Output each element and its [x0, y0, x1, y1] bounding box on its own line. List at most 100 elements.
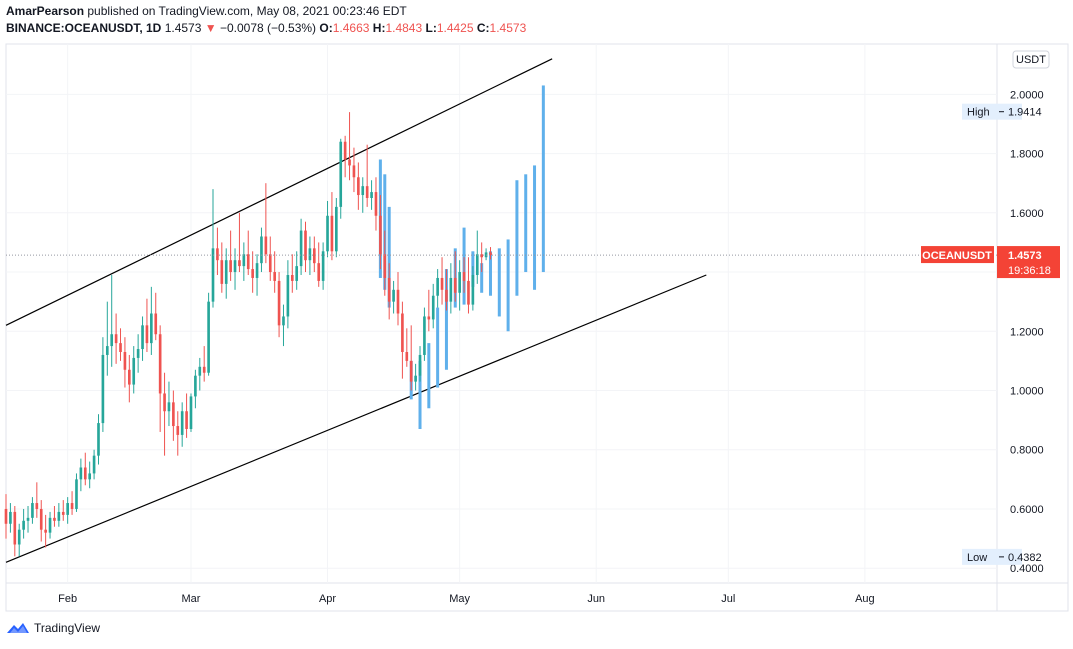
candle-body	[105, 346, 109, 355]
candle-body	[136, 349, 140, 358]
candle-body	[401, 313, 404, 352]
candle-body	[317, 263, 321, 281]
projection-bar	[488, 251, 492, 296]
candle-body	[268, 254, 272, 273]
candle	[484, 248, 488, 261]
candle-body	[172, 402, 175, 427]
candle-body	[75, 479, 78, 509]
candle-body	[383, 254, 387, 278]
published-info: published on TradingView.com, May 08, 20…	[84, 4, 407, 18]
price-change: −0.0078 (−0.53%)	[219, 21, 317, 35]
chart-header: AmarPearson published on TradingView.com…	[6, 3, 526, 37]
candle	[414, 363, 417, 391]
last-price-tag-bg	[997, 246, 1060, 279]
candle-body	[405, 352, 409, 361]
upper-channel-line[interactable]	[5, 58, 553, 326]
candle-body	[348, 159, 351, 166]
projection-bar	[515, 180, 519, 296]
candle-body	[312, 248, 316, 264]
chart-frame	[5, 43, 1069, 612]
price-axis[interactable]: 2.00001.80001.60001.40001.20001.00000.80…	[1010, 50, 1050, 575]
currency-label[interactable]: USDT	[1016, 54, 1046, 66]
candle	[22, 508, 25, 539]
candle-body	[17, 529, 21, 545]
candle	[260, 227, 263, 273]
candle	[105, 301, 109, 376]
candle-body	[114, 334, 118, 344]
candle-body	[409, 360, 413, 382]
candle-body	[194, 375, 197, 397]
author-name[interactable]: AmarPearson	[6, 4, 85, 18]
candle-body	[22, 520, 25, 530]
y-tick-label: 0.4000	[1010, 563, 1044, 575]
candle-body	[238, 260, 241, 267]
last-price: 1.4573	[164, 21, 202, 35]
time-axis[interactable]: Feb Mar Apr May Jun Jul Aug	[58, 593, 874, 605]
candle	[163, 372, 166, 456]
candle-body	[44, 529, 47, 533]
candle-body	[70, 503, 74, 509]
candle-body	[101, 354, 105, 424]
candle	[268, 236, 272, 281]
candle-body	[365, 186, 369, 198]
candle	[132, 346, 136, 394]
candle-body	[198, 366, 202, 376]
x-tick-label: Aug	[855, 593, 875, 605]
candle-body	[145, 325, 149, 344]
candle	[445, 269, 448, 311]
y-tick-label: 1.0000	[1010, 386, 1044, 398]
candle	[277, 272, 281, 338]
candle-body	[304, 230, 307, 261]
candle-body	[128, 369, 131, 385]
candle	[31, 497, 34, 524]
tradingview-brand[interactable]: TradingView	[34, 621, 101, 635]
candle-body	[326, 215, 329, 252]
candle	[462, 257, 466, 293]
candle-body	[110, 334, 114, 347]
candle-body	[299, 230, 303, 267]
lower-channel-line[interactable]	[5, 274, 707, 563]
candle	[211, 189, 215, 308]
projection-bar	[497, 248, 501, 317]
symbol-tag-bg	[921, 246, 994, 264]
candle	[458, 260, 461, 311]
candle-body	[97, 423, 100, 456]
candle	[172, 390, 175, 441]
high-value: 1.4843	[385, 21, 423, 35]
candle	[352, 147, 356, 193]
currency-box[interactable]	[1012, 50, 1050, 69]
candle	[220, 242, 224, 293]
candle-body	[427, 316, 431, 320]
candle	[202, 346, 206, 382]
candle-body	[88, 473, 92, 480]
symbol-label[interactable]: BINANCE:OCEANUSDT, 1D	[6, 21, 162, 35]
candle	[189, 393, 193, 432]
candle-body	[436, 277, 439, 296]
candle	[427, 289, 431, 332]
candle	[246, 230, 250, 275]
candle-body	[229, 260, 232, 273]
candle	[335, 198, 338, 258]
low-value: 1.4425	[436, 21, 474, 35]
x-tick-label: Mar	[182, 593, 201, 605]
y-tick-label: 0.6000	[1010, 504, 1044, 516]
candle-body	[92, 455, 96, 474]
grid	[6, 44, 997, 583]
candle	[141, 316, 144, 361]
candle	[57, 503, 61, 527]
candle	[431, 283, 435, 329]
candle-body	[202, 366, 206, 373]
candle	[401, 301, 404, 379]
candle	[361, 177, 365, 213]
candle-body	[242, 254, 246, 267]
tradingview-logo-icon[interactable]	[6, 621, 30, 635]
candle	[379, 195, 382, 270]
candle	[39, 500, 43, 542]
projection-bar	[506, 239, 510, 332]
candle-body	[233, 260, 237, 273]
candle	[396, 272, 400, 326]
candle	[194, 369, 197, 409]
candle	[97, 414, 100, 465]
candle-body	[150, 313, 153, 344]
